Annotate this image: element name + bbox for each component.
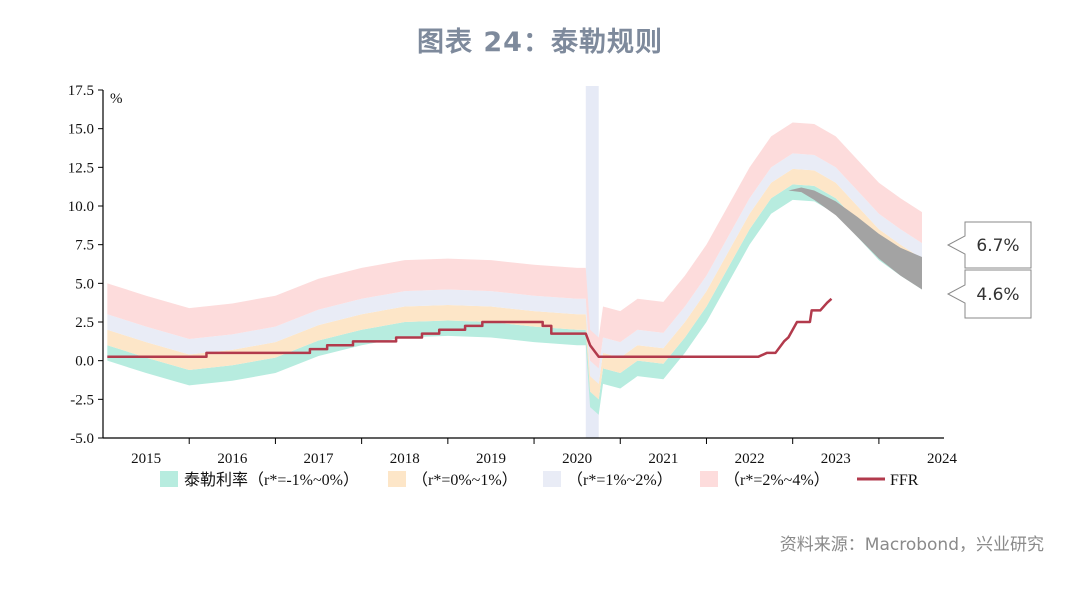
x-ticks: 2015 2016 2017 2018 2019 2020 2021 2022 2023 2024 — [131, 438, 958, 467]
taylor-bands — [107, 122, 922, 415]
callout-high: 6.7% — [946, 221, 1032, 269]
legend-swatch-2 — [543, 471, 561, 487]
x-tick-label-6: 2021 — [648, 451, 678, 467]
band-series-2 — [107, 153, 922, 384]
x-tick-label-4: 2019 — [476, 451, 506, 467]
forecast-gray-band — [788, 187, 922, 290]
band-series-1 — [107, 168, 922, 400]
x-tick-label-5: 2020 — [562, 451, 592, 467]
y-tick-label-9: -5.0 — [70, 431, 94, 447]
y-tick-label-5: 5.0 — [75, 276, 94, 292]
legend-label-3: （r*=2%~4%） — [724, 471, 830, 489]
x-tick-label-3: 2018 — [390, 451, 420, 467]
ffr-line — [107, 297, 833, 359]
legend-label-2: （r*=1%~2%） — [567, 471, 673, 489]
y-tick-label-8: -2.5 — [70, 392, 94, 408]
y-tick-label-6: 2.5 — [75, 315, 94, 331]
y-ticks: 17.5 15.0 12.5 10.0 7.5 5.0 2.5 0.0 -2.5 -5.0 — [68, 83, 103, 447]
callout-low: 4.6% — [946, 269, 1032, 319]
legend-swatch-1 — [388, 471, 406, 487]
callout-high-box — [946, 221, 1032, 269]
unit-label: % — [110, 91, 123, 107]
x-tick-label-0: 2015 — [131, 451, 161, 467]
callout-high-label: 6.7% — [976, 236, 1019, 256]
legend-label-1: （r*=0%~1%） — [412, 471, 518, 489]
legend: 泰勒利率（r*=-1%~0%） （r*=0%~1%） （r*=1%~2%） （r… — [160, 471, 919, 489]
band-series-3 — [107, 122, 922, 369]
x-tick-label-1: 2016 — [217, 451, 248, 467]
x-tick-label-9: 2024 — [927, 451, 958, 467]
y-tick-label-2: 12.5 — [68, 160, 94, 176]
chart-title: 图表 24：泰勒规则 — [417, 27, 663, 58]
x-tick-label-2: 2017 — [304, 451, 335, 467]
legend-swatch-0 — [160, 471, 178, 487]
source-note: 资料来源：Macrobond，兴业研究 — [779, 535, 1044, 555]
callout-low-label: 4.6% — [976, 285, 1019, 305]
y-tick-label-7: 0.0 — [75, 354, 94, 370]
y-tick-label-3: 10.0 — [68, 199, 94, 215]
y-tick-label-1: 15.0 — [68, 122, 94, 138]
y-tick-label-0: 17.5 — [68, 83, 94, 99]
legend-swatch-3 — [700, 471, 718, 487]
y-tick-label-4: 7.5 — [75, 238, 94, 254]
band-series-0 — [107, 184, 922, 415]
callout-low-box — [946, 269, 1032, 319]
x-tick-label-8: 2023 — [821, 451, 851, 467]
legend-label-ffr: FFR — [890, 472, 919, 489]
axes — [102, 90, 944, 439]
x-tick-label-7: 2022 — [735, 451, 765, 467]
legend-label-0: 泰勒利率（r*=-1%~0%） — [184, 471, 359, 489]
